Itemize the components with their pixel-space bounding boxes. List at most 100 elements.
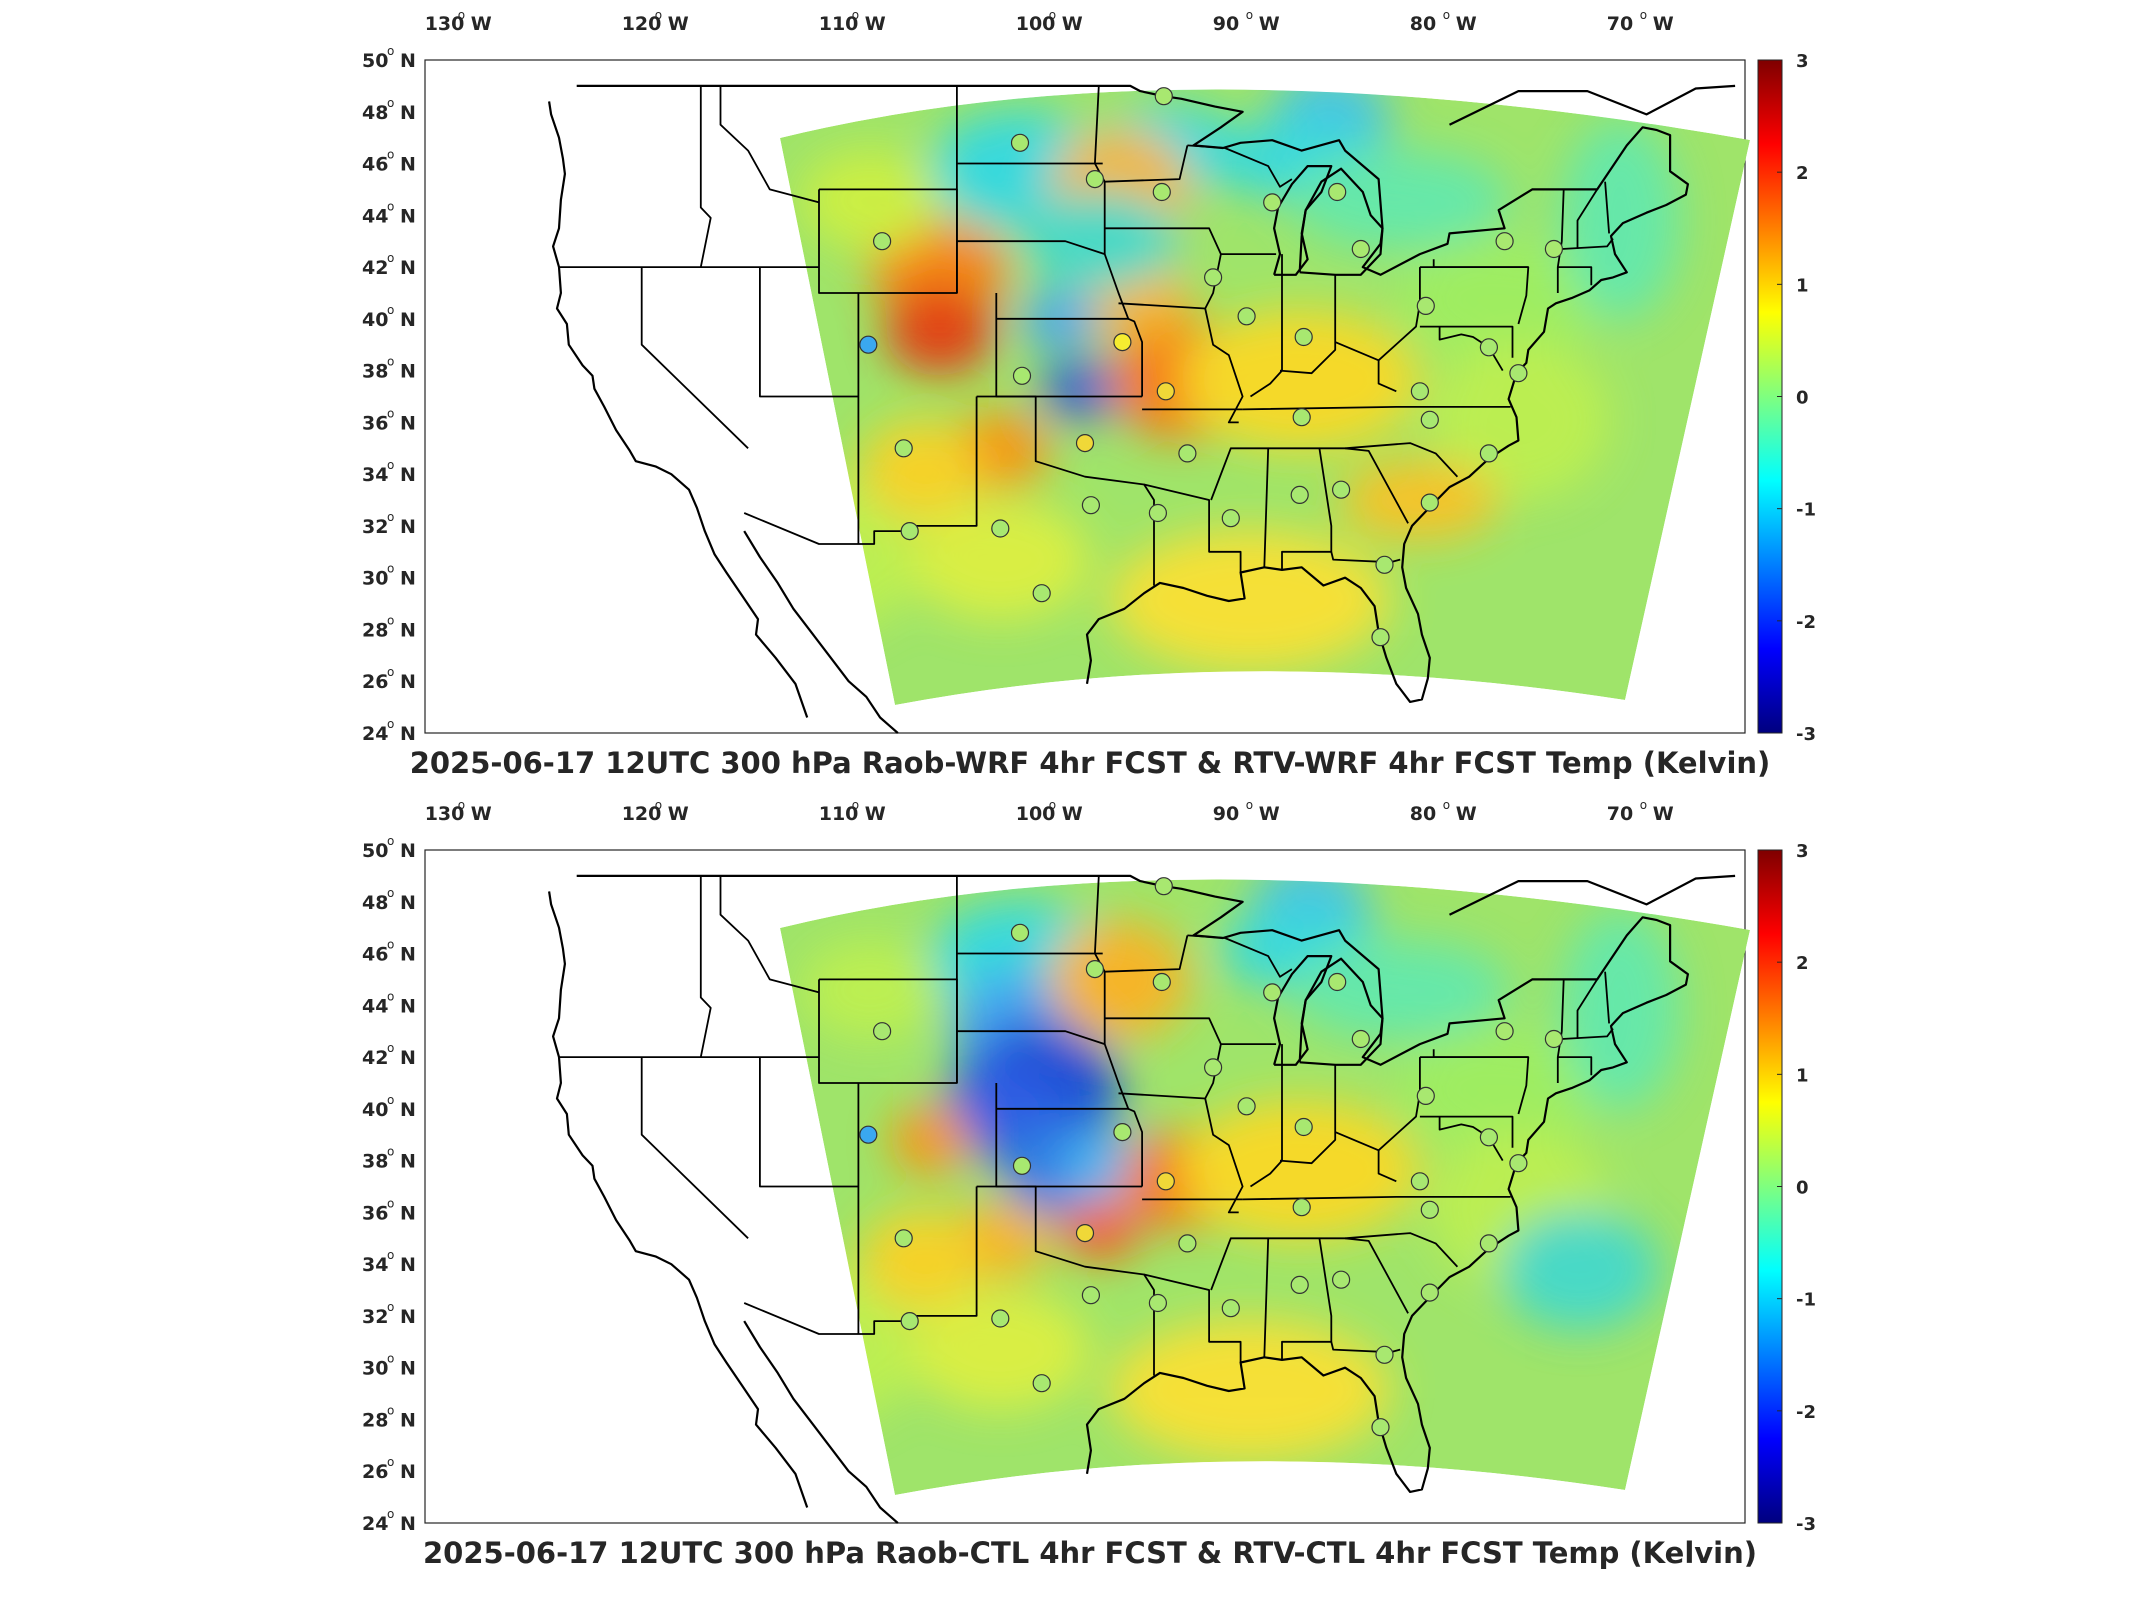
lat-label: 32o N — [362, 1300, 416, 1328]
station-marker — [1479, 338, 1499, 357]
raob-stations — [859, 87, 1564, 647]
station-marker — [894, 439, 913, 458]
svg-text:o: o — [387, 199, 394, 213]
station-marker — [1290, 485, 1309, 504]
svg-text:28: 28 — [362, 619, 388, 641]
station-marker — [1331, 480, 1351, 499]
lat-label: 26o N — [362, 665, 416, 693]
station-marker — [1375, 1345, 1394, 1364]
svg-text:N: N — [400, 1151, 416, 1173]
lat-label: 44o N — [362, 989, 416, 1017]
lat-label: 24o N — [362, 717, 416, 745]
lat-label: 46o N — [362, 148, 416, 176]
station-marker — [991, 1309, 1010, 1328]
svg-text:28: 28 — [362, 1409, 388, 1431]
station-marker — [1032, 584, 1051, 603]
svg-text:N: N — [400, 892, 416, 914]
station-marker — [1410, 382, 1430, 401]
svg-text:W: W — [1456, 13, 1477, 35]
svg-text:70: 70 — [1607, 13, 1633, 35]
station-marker — [1178, 1234, 1197, 1253]
svg-text:N: N — [400, 1099, 416, 1121]
svg-text:o: o — [387, 458, 394, 472]
colorbar-tick-label: 3 — [1796, 51, 1809, 72]
svg-text:46: 46 — [362, 944, 388, 966]
svg-text:W: W — [1062, 13, 1083, 35]
station-marker — [1371, 628, 1390, 647]
station-marker — [900, 1311, 919, 1331]
map-panel-top: 130 o W 120 o W 110 o W 100 o W 90 o W 80 o W 70 o W 50 o N 48 o N… — [0, 0, 2133, 790]
svg-text:W: W — [1259, 13, 1280, 35]
svg-text:26: 26 — [362, 1461, 388, 1483]
station-marker — [1544, 239, 1564, 259]
svg-text:46: 46 — [362, 154, 388, 176]
svg-text:N: N — [400, 723, 416, 745]
station-marker — [1420, 410, 1439, 429]
lat-label: 30o N — [362, 562, 416, 590]
station-marker — [1294, 1117, 1313, 1137]
svg-text:130: 130 — [425, 13, 465, 35]
colorbar-tick-label: 2 — [1796, 953, 1809, 974]
lon-label: 90 o W — [1213, 798, 1280, 825]
station-marker — [1410, 1172, 1430, 1191]
svg-text:o: o — [387, 1145, 394, 1159]
station-marker — [1479, 444, 1499, 463]
station-marker — [1495, 232, 1514, 251]
lat-label: 46o N — [362, 938, 416, 966]
svg-text:o: o — [852, 798, 859, 812]
svg-text:o: o — [387, 303, 394, 317]
svg-text:o: o — [387, 148, 394, 162]
panel-title-top: 2025-06-17 12UTC 300 hPa Raob-WRF 4hr FC… — [409, 746, 1771, 780]
svg-text:40: 40 — [362, 309, 388, 331]
svg-text:N: N — [400, 840, 416, 862]
svg-text:o: o — [387, 834, 394, 848]
svg-text:o: o — [1640, 8, 1647, 22]
station-marker — [1152, 182, 1171, 202]
station-marker — [1075, 1224, 1095, 1243]
map-panel-bottom: 130 o W 120 o W 110 o W 100 o W 90 o W 80 o W 70 o W 50 o N 48 o N… — [0, 790, 2133, 1600]
station-marker — [1263, 983, 1282, 1002]
svg-text:N: N — [400, 412, 416, 434]
station-marker — [900, 521, 919, 541]
svg-text:o: o — [387, 44, 394, 58]
station-marker — [1148, 503, 1168, 523]
lat-label: 40o N — [362, 1093, 416, 1121]
svg-text:o: o — [387, 1403, 394, 1417]
svg-text:32: 32 — [362, 1306, 388, 1328]
svg-text:34: 34 — [362, 464, 388, 486]
svg-text:30: 30 — [362, 1358, 388, 1380]
station-marker — [1203, 268, 1223, 287]
svg-text:o: o — [458, 798, 465, 812]
lon-label: 70 o W — [1607, 798, 1674, 825]
station-marker — [894, 1229, 913, 1248]
lon-label: 80 o W — [1410, 798, 1477, 825]
station-marker — [1156, 382, 1175, 401]
colorbar-tick-label: 1 — [1796, 275, 1809, 296]
station-marker — [1085, 170, 1105, 189]
svg-text:110: 110 — [819, 803, 859, 825]
svg-text:70: 70 — [1607, 803, 1633, 825]
svg-text:W: W — [865, 13, 886, 35]
station-marker — [1156, 1172, 1175, 1191]
station-marker — [1290, 1275, 1309, 1294]
svg-text:80: 80 — [1410, 803, 1436, 825]
svg-text:N: N — [400, 205, 416, 227]
svg-text:o: o — [387, 1300, 394, 1314]
svg-text:36: 36 — [362, 1202, 388, 1224]
station-marker — [1328, 972, 1347, 992]
lat-label: 24o N — [362, 1507, 416, 1535]
station-marker — [1085, 960, 1105, 979]
colorbar-tick-label: 2 — [1796, 163, 1809, 184]
lon-label: 90 o W — [1213, 8, 1280, 35]
svg-text:o: o — [1443, 8, 1450, 22]
svg-text:o: o — [1443, 798, 1450, 812]
station-marker — [1152, 972, 1171, 992]
svg-text:N: N — [400, 102, 416, 124]
svg-text:N: N — [400, 1409, 416, 1431]
svg-text:o: o — [387, 717, 394, 731]
svg-text:38: 38 — [362, 1151, 388, 1173]
lat-label: 36o N — [362, 406, 416, 434]
svg-text:N: N — [400, 1513, 416, 1535]
